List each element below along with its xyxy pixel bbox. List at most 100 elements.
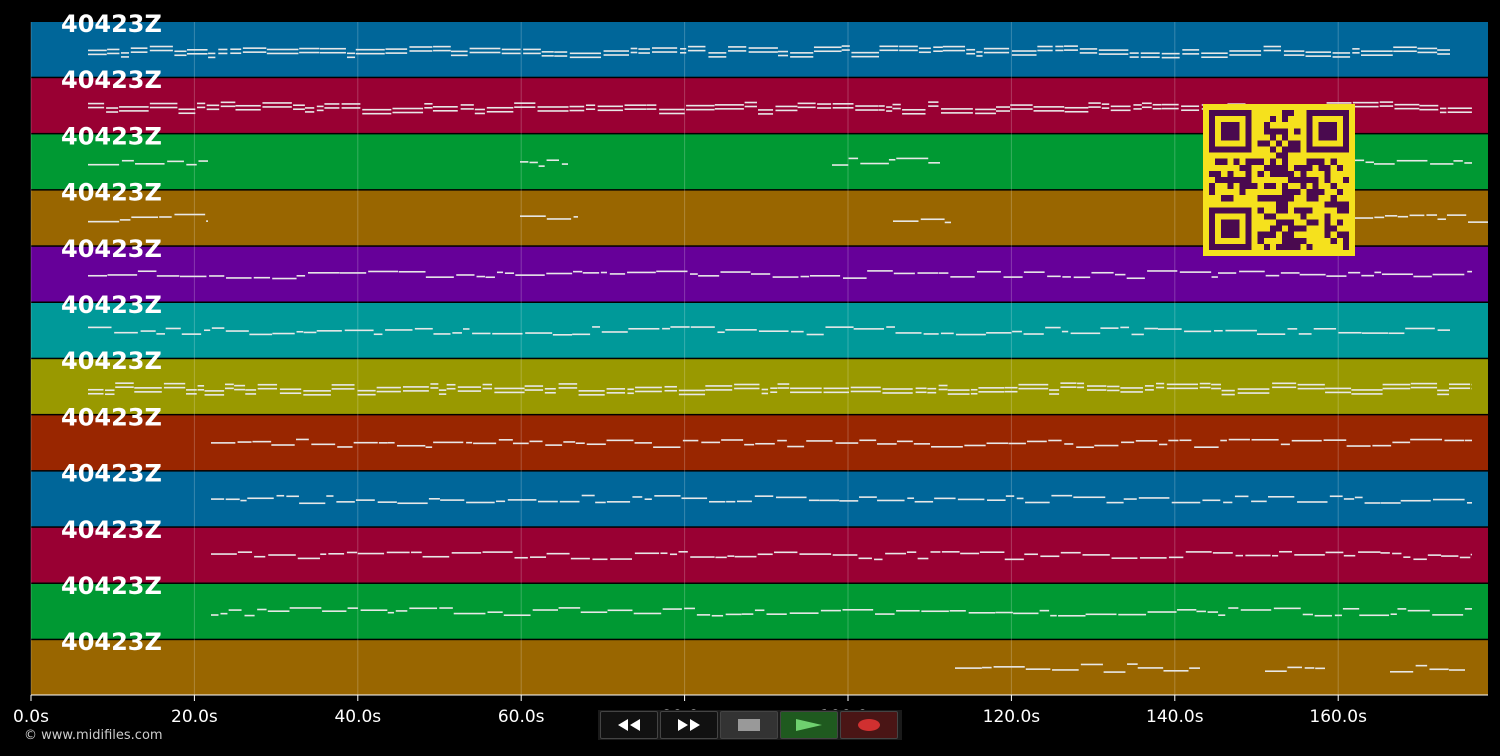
note xyxy=(633,612,662,615)
note xyxy=(1201,52,1228,55)
rewind-button[interactable] xyxy=(600,711,658,739)
note xyxy=(790,56,814,58)
note xyxy=(297,557,320,560)
note xyxy=(1352,48,1360,50)
note xyxy=(446,383,456,386)
note xyxy=(1010,104,1033,106)
note xyxy=(1189,667,1200,669)
note xyxy=(941,108,973,110)
note xyxy=(1147,270,1178,272)
note xyxy=(1082,554,1110,556)
note xyxy=(1228,607,1239,609)
note xyxy=(1163,670,1189,672)
note xyxy=(88,388,104,391)
note xyxy=(1234,495,1249,498)
play-button[interactable] xyxy=(780,711,838,739)
note xyxy=(1218,272,1237,274)
note xyxy=(1354,496,1363,499)
note xyxy=(813,46,842,49)
record-button[interactable] xyxy=(840,711,898,739)
note xyxy=(414,327,433,330)
note xyxy=(1107,389,1120,392)
note xyxy=(1018,383,1049,386)
note xyxy=(569,105,585,108)
note xyxy=(1437,389,1449,392)
note xyxy=(996,106,1011,108)
note xyxy=(947,393,970,395)
note xyxy=(1397,215,1409,218)
note xyxy=(353,441,378,444)
note xyxy=(982,666,992,669)
note xyxy=(1410,382,1438,385)
note xyxy=(460,104,474,106)
note xyxy=(523,48,541,51)
note xyxy=(659,112,685,115)
note xyxy=(266,52,299,55)
note xyxy=(734,387,760,390)
note xyxy=(1127,663,1138,665)
note xyxy=(727,555,735,557)
note xyxy=(1268,495,1295,498)
fast-forward-button[interactable] xyxy=(660,711,718,739)
note xyxy=(1051,494,1073,497)
note xyxy=(331,384,355,386)
note xyxy=(409,46,433,48)
note xyxy=(899,49,918,52)
note xyxy=(678,393,706,396)
stop-button[interactable] xyxy=(720,711,778,739)
note xyxy=(396,444,426,447)
note xyxy=(689,273,698,275)
note xyxy=(1437,53,1450,55)
note xyxy=(1272,382,1297,385)
note xyxy=(331,388,355,390)
note xyxy=(1410,438,1443,441)
note xyxy=(225,330,249,332)
note xyxy=(1302,613,1313,616)
note xyxy=(498,439,513,441)
note xyxy=(439,607,453,609)
note xyxy=(135,163,165,165)
note xyxy=(450,54,468,57)
note xyxy=(1439,107,1447,110)
note xyxy=(1144,385,1154,387)
note xyxy=(1396,159,1428,162)
note xyxy=(875,613,895,615)
note xyxy=(303,390,331,392)
note xyxy=(1010,108,1033,110)
note xyxy=(88,163,120,166)
note xyxy=(211,553,237,555)
note xyxy=(823,391,849,394)
note xyxy=(546,552,570,555)
note xyxy=(120,52,130,54)
note xyxy=(799,553,832,555)
note xyxy=(247,497,274,500)
note xyxy=(1133,104,1142,106)
note xyxy=(115,386,134,388)
note xyxy=(537,110,569,112)
note xyxy=(377,501,397,503)
note xyxy=(1394,107,1420,110)
note xyxy=(1374,271,1382,274)
note xyxy=(114,331,138,334)
note xyxy=(197,389,205,391)
note xyxy=(1012,330,1022,333)
note xyxy=(1392,441,1411,444)
note xyxy=(234,388,246,391)
note xyxy=(206,108,220,111)
note xyxy=(88,220,120,223)
note xyxy=(1390,613,1397,616)
note xyxy=(797,102,816,105)
note xyxy=(433,49,451,52)
note xyxy=(1055,45,1064,48)
note xyxy=(1181,109,1200,112)
rewind-icon xyxy=(618,719,640,731)
note xyxy=(892,107,901,110)
note xyxy=(859,496,877,498)
note xyxy=(1448,383,1471,386)
note xyxy=(218,48,228,51)
note xyxy=(986,332,1012,334)
note xyxy=(1003,276,1023,278)
note xyxy=(558,387,578,389)
note xyxy=(907,497,915,500)
note xyxy=(424,106,433,109)
